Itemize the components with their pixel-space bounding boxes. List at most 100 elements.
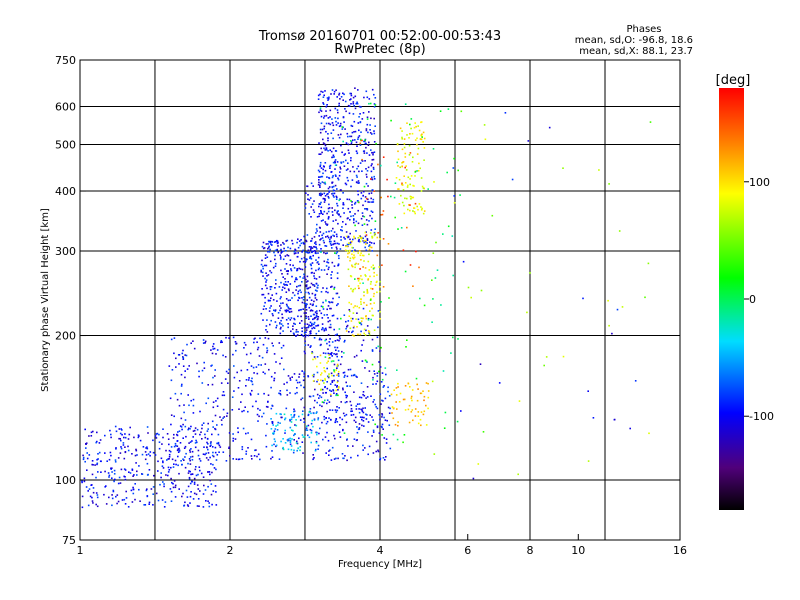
data-point-1125 bbox=[330, 274, 332, 276]
data-point-2138 bbox=[373, 370, 375, 372]
data-point-1571 bbox=[321, 193, 323, 195]
data-point-1737 bbox=[327, 99, 329, 101]
data-point-168 bbox=[122, 442, 125, 444]
data-point-2857 bbox=[447, 108, 450, 110]
data-point-1132 bbox=[323, 260, 326, 263]
data-point-820 bbox=[276, 240, 279, 242]
data-point-2020 bbox=[383, 437, 386, 439]
data-point-386 bbox=[105, 485, 107, 487]
data-point-493 bbox=[188, 365, 190, 367]
data-point-512 bbox=[256, 348, 259, 351]
data-point-1592 bbox=[339, 166, 341, 169]
data-point-684 bbox=[257, 453, 260, 456]
data-point-2873 bbox=[363, 215, 366, 218]
data-point-307 bbox=[212, 455, 215, 458]
data-point-1004 bbox=[303, 331, 306, 334]
data-point-2710 bbox=[419, 392, 422, 395]
data-point-1043 bbox=[301, 301, 304, 304]
data-point-571 bbox=[211, 454, 214, 457]
data-point-2217 bbox=[347, 320, 350, 322]
data-point-819 bbox=[312, 318, 314, 321]
data-point-329 bbox=[157, 460, 159, 463]
data-point-2706 bbox=[416, 399, 419, 402]
data-point-2775 bbox=[371, 288, 374, 290]
data-point-2227 bbox=[330, 390, 333, 392]
data-point-1037 bbox=[293, 251, 296, 253]
data-point-2866 bbox=[368, 102, 370, 105]
data-point-657 bbox=[259, 409, 261, 411]
data-point-1314 bbox=[325, 252, 327, 255]
data-point-2525 bbox=[353, 237, 356, 239]
data-point-165 bbox=[215, 459, 218, 461]
data-point-1075 bbox=[300, 315, 302, 318]
data-point-2537 bbox=[405, 169, 408, 171]
data-point-2209 bbox=[340, 401, 342, 403]
data-point-658 bbox=[207, 422, 209, 425]
data-point-1781 bbox=[337, 178, 340, 181]
data-point-131 bbox=[88, 488, 91, 490]
data-point-2635 bbox=[413, 126, 416, 129]
data-point-1461 bbox=[357, 193, 359, 196]
data-point-191 bbox=[217, 433, 220, 436]
data-point-1578 bbox=[350, 141, 353, 143]
data-point-739 bbox=[279, 332, 282, 335]
data-point-1623 bbox=[371, 163, 373, 165]
data-point-439 bbox=[189, 441, 192, 443]
data-point-1627 bbox=[320, 122, 323, 125]
data-point-1307 bbox=[327, 305, 330, 307]
data-point-2029 bbox=[321, 405, 323, 408]
data-point-1443 bbox=[333, 196, 335, 198]
data-point-1196 bbox=[312, 185, 314, 187]
data-point-1809 bbox=[322, 96, 325, 98]
data-point-2520 bbox=[362, 317, 364, 320]
data-point-1531 bbox=[338, 243, 340, 245]
data-point-886 bbox=[293, 333, 295, 335]
data-point-1945 bbox=[335, 393, 338, 395]
data-point-869 bbox=[262, 265, 264, 268]
data-point-1297 bbox=[303, 350, 306, 353]
data-point-2558 bbox=[403, 146, 406, 149]
data-point-1440 bbox=[366, 116, 369, 119]
data-point-1247 bbox=[327, 207, 330, 210]
data-point-838 bbox=[296, 285, 298, 288]
data-point-67 bbox=[209, 456, 211, 459]
data-point-1664 bbox=[343, 121, 345, 123]
data-point-522 bbox=[285, 407, 288, 410]
data-point-17 bbox=[135, 449, 138, 452]
colorbar-tick-label-2: -100 bbox=[749, 410, 774, 423]
data-point-780 bbox=[305, 281, 308, 283]
data-point-170 bbox=[167, 466, 170, 469]
data-point-2302 bbox=[284, 417, 287, 419]
data-point-2565 bbox=[420, 134, 423, 137]
data-point-1722 bbox=[320, 220, 323, 222]
data-point-1690 bbox=[332, 243, 334, 246]
data-point-1915 bbox=[358, 403, 361, 405]
data-point-1369 bbox=[311, 322, 313, 325]
data-point-291 bbox=[90, 435, 93, 437]
data-point-932 bbox=[285, 319, 288, 321]
data-point-1732 bbox=[325, 147, 327, 149]
data-point-1624 bbox=[368, 245, 370, 247]
data-point-2218 bbox=[351, 331, 353, 334]
data-point-692 bbox=[241, 448, 244, 451]
data-point-513 bbox=[237, 427, 239, 429]
data-point-1164 bbox=[325, 265, 328, 267]
data-point-161 bbox=[189, 463, 192, 465]
data-point-541 bbox=[220, 340, 223, 342]
data-point-2097 bbox=[372, 452, 375, 454]
data-point-540 bbox=[173, 352, 175, 355]
data-point-2333 bbox=[293, 449, 295, 452]
data-point-2794 bbox=[452, 336, 454, 339]
data-point-1724 bbox=[357, 138, 359, 140]
data-point-713 bbox=[206, 430, 209, 432]
data-point-2634 bbox=[416, 143, 418, 146]
data-point-2805 bbox=[366, 118, 369, 120]
data-point-2365 bbox=[292, 429, 294, 432]
data-point-1485 bbox=[372, 153, 374, 156]
data-point-1662 bbox=[347, 143, 350, 146]
data-point-794 bbox=[274, 310, 277, 312]
data-point-637 bbox=[182, 365, 185, 367]
data-point-1281 bbox=[305, 334, 307, 336]
data-point-29 bbox=[191, 450, 194, 453]
data-point-2766 bbox=[381, 264, 383, 266]
